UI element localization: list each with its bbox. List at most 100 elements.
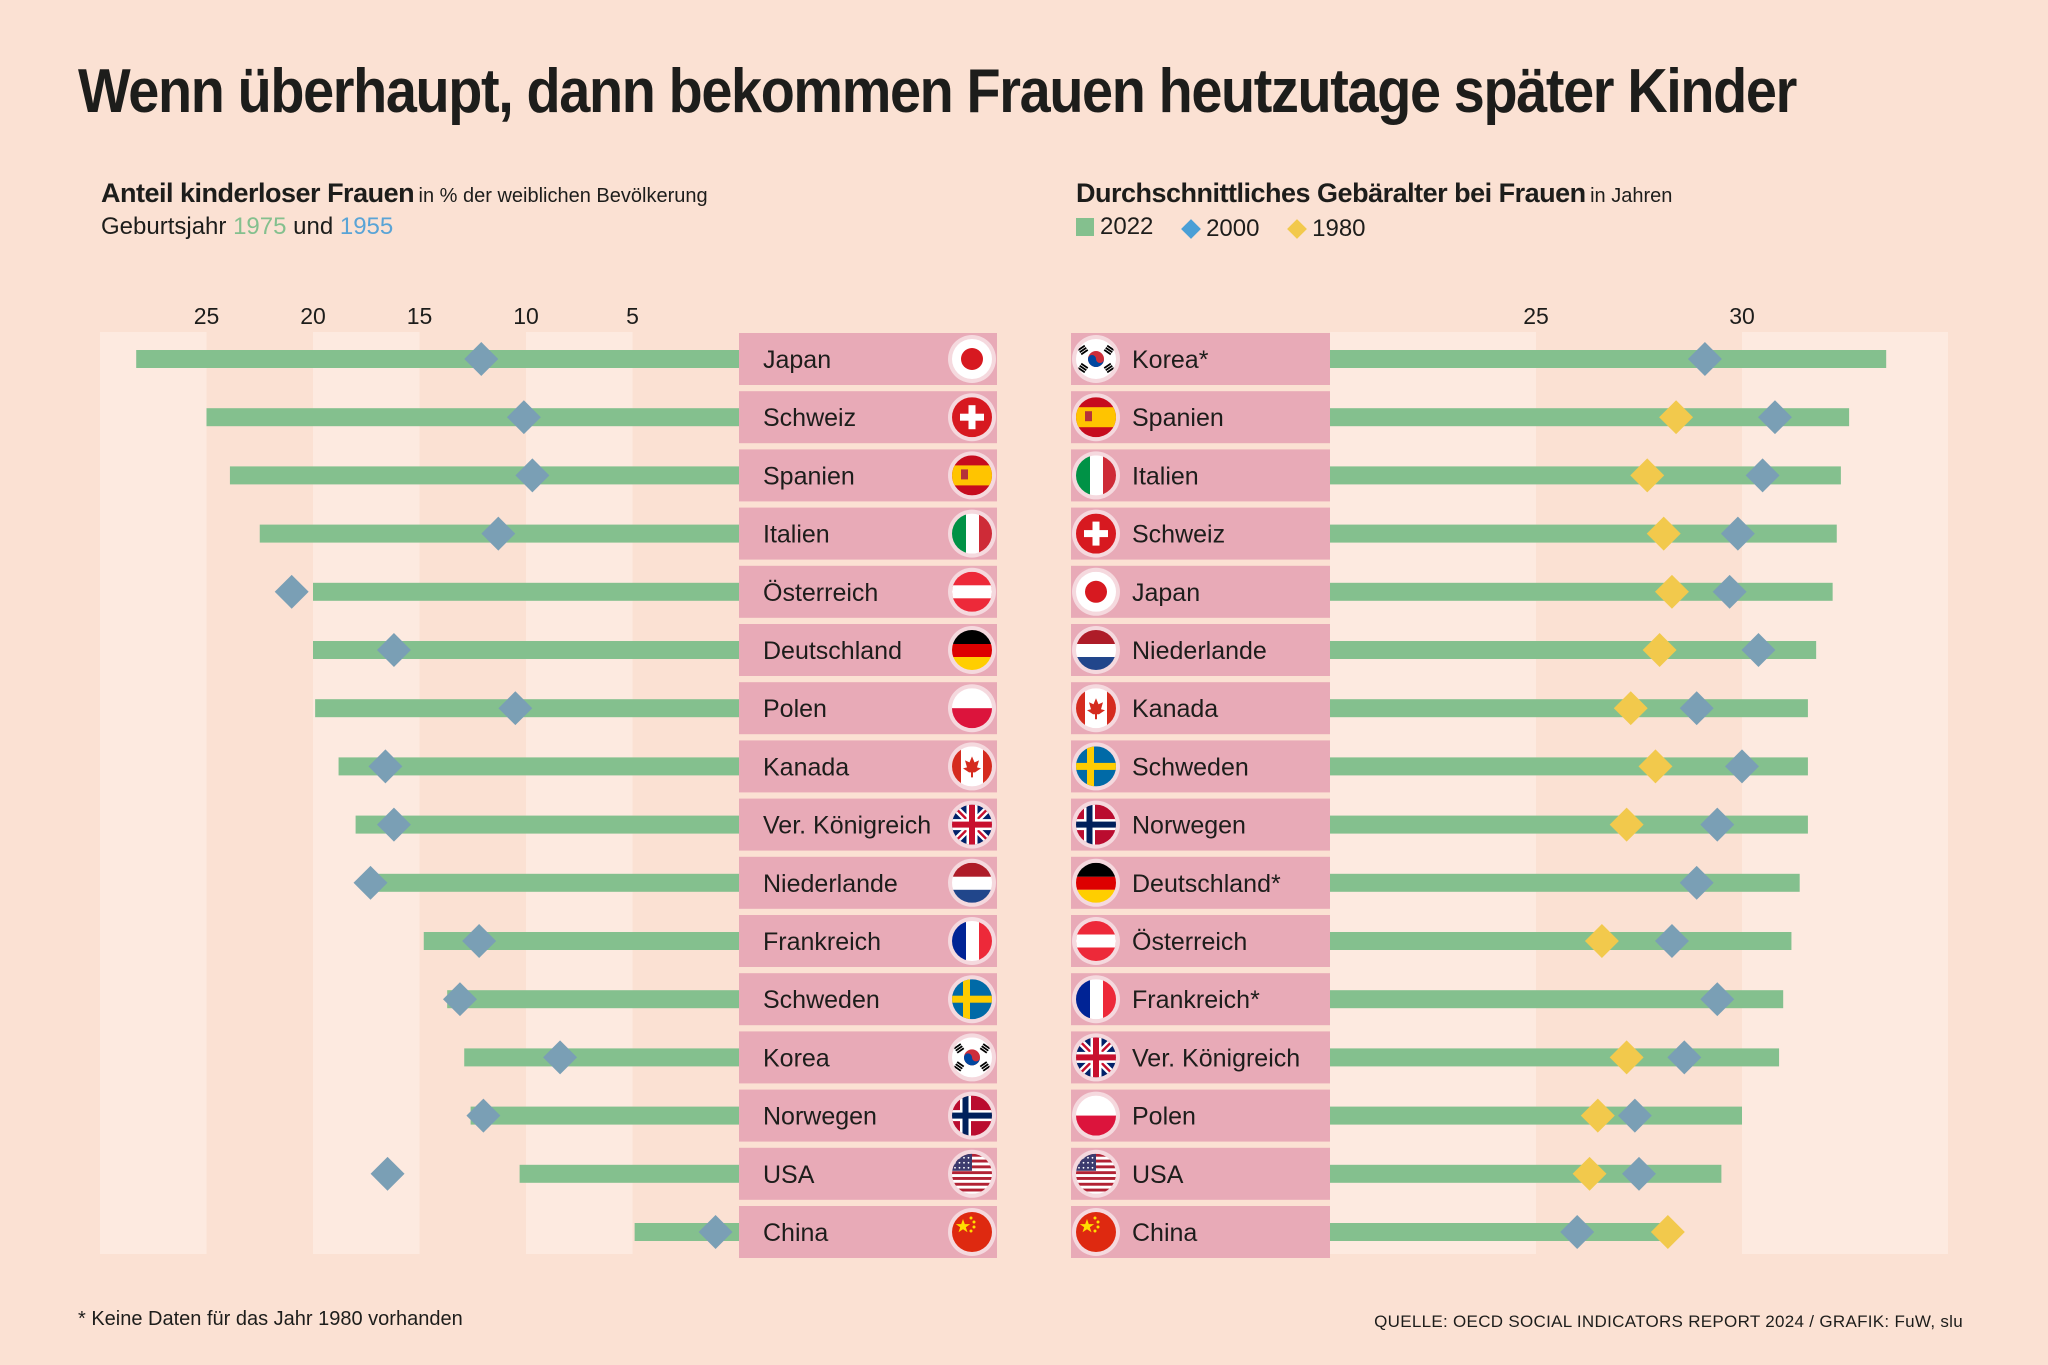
- flag-part: [1076, 657, 1116, 670]
- country-label: Spanien: [1132, 404, 1224, 432]
- flag-part: [1105, 346, 1113, 354]
- flag-part: [1076, 862, 1116, 877]
- flag-inner: [1076, 571, 1116, 612]
- flag-part: [952, 585, 992, 599]
- flag-part: [1091, 1156, 1094, 1159]
- flag-part: [953, 1043, 962, 1050]
- country-label: Frankreich: [763, 928, 881, 956]
- flag-part: [1079, 1219, 1095, 1233]
- flag-inner: [1076, 862, 1116, 903]
- diamond-2000: [1700, 807, 1735, 842]
- flag-inner: [952, 630, 992, 670]
- bar-1975: [470, 1106, 739, 1125]
- grid-band: [206, 332, 313, 1254]
- diamond-1955: [506, 400, 541, 435]
- country-label: Schweiz: [1132, 521, 1225, 549]
- left-chart-title: Anteil kinderloser Frauen: [101, 178, 415, 208]
- ca-flag-icon: [1072, 684, 1120, 733]
- flag-part: [1091, 1161, 1094, 1164]
- flag-inner: [952, 397, 992, 438]
- x-tick-label: 25: [194, 303, 220, 329]
- flag-trigram: [1077, 362, 1089, 374]
- diamond-1980: [1580, 1098, 1615, 1133]
- country-label: Kanada: [763, 753, 849, 781]
- ca-flag-icon: [948, 742, 996, 791]
- square-icon: [1076, 218, 1094, 236]
- us-flag-icon: [1072, 1149, 1120, 1198]
- grid-band: [313, 332, 420, 1254]
- flag-part: [979, 1061, 988, 1068]
- flag-part: [1103, 979, 1116, 1020]
- legend-label-1980: 1980: [1312, 215, 1366, 242]
- diamond-2000: [1687, 342, 1722, 376]
- flag-inner: [952, 862, 992, 903]
- flag-part: [1076, 979, 1090, 1020]
- bar-2022: [1330, 466, 1841, 485]
- country-label: Italien: [763, 521, 830, 549]
- country-label: Ver. Königreich: [763, 812, 931, 840]
- country-label: Schweden: [763, 986, 880, 1014]
- flag-inner: [952, 688, 992, 729]
- country-label: Frankreich*: [1132, 986, 1260, 1014]
- diamond-1980: [1572, 1156, 1607, 1191]
- country-label: Deutschland*: [1132, 870, 1281, 898]
- country-label: Niederlande: [763, 870, 898, 898]
- it-flag-icon: [948, 509, 996, 558]
- diamond-1955: [442, 982, 477, 1017]
- flag-inner: [952, 455, 992, 496]
- bar-1975: [229, 466, 739, 485]
- flag-inner: [1076, 397, 1116, 438]
- flag-inner: [1076, 746, 1116, 787]
- flag-part: [952, 1171, 992, 1175]
- flag-part: [958, 1161, 961, 1164]
- flag-part: [1076, 688, 1085, 729]
- flag-part: [1091, 1166, 1094, 1169]
- diamond-1980: [1609, 1040, 1644, 1075]
- legend-label-2022: 2022: [1100, 213, 1154, 240]
- flag-part: [1093, 1229, 1097, 1233]
- flag-part: [1076, 1171, 1116, 1175]
- flag-part: [1103, 349, 1112, 356]
- diamond-2000: [1654, 924, 1689, 958]
- bar-1975: [136, 350, 739, 368]
- x-tick-label: 5: [626, 303, 639, 329]
- bar-1975: [313, 641, 739, 659]
- legend-item-1980: 1980: [1286, 215, 1366, 243]
- diamond-1955: [498, 691, 533, 726]
- flag-part: [966, 921, 979, 961]
- flag-part: [1084, 530, 1108, 538]
- diamond-1980: [1609, 807, 1644, 842]
- country-label: Korea: [763, 1044, 830, 1072]
- flag-part: [1085, 580, 1107, 603]
- flag-part: [1096, 1220, 1100, 1224]
- flag-part: [1093, 1216, 1097, 1220]
- legend-item-2000: 2000: [1180, 215, 1259, 243]
- flag-part: [1076, 1095, 1116, 1116]
- flag-part: [969, 1229, 973, 1233]
- diamond-1955: [464, 342, 499, 376]
- kr-flag-icon: [948, 1033, 996, 1082]
- country-label: Polen: [1132, 1103, 1196, 1131]
- year-1955-label: 1955: [339, 213, 394, 240]
- diamond-2000: [1617, 1098, 1652, 1133]
- grid-band: [419, 332, 526, 1254]
- flag-trigram: [1077, 344, 1089, 356]
- bar-1975: [423, 932, 739, 950]
- flag-part: [1107, 688, 1116, 729]
- us-flag-icon: [948, 1149, 996, 1198]
- left-chart-header: Anteil kinderloser Frauen in % der weibl…: [101, 178, 708, 241]
- legend-label-2000: 2000: [1206, 215, 1260, 242]
- diamond-1955: [481, 516, 516, 551]
- bar-2022: [1330, 350, 1887, 368]
- flag-trigram: [979, 1043, 991, 1054]
- flag-part: [961, 348, 983, 370]
- at-flag-icon: [1072, 917, 1120, 965]
- diamond-1955: [370, 1156, 405, 1191]
- flag-part: [979, 1047, 988, 1054]
- flag-part: [952, 644, 992, 657]
- flag-part: [1076, 876, 1116, 890]
- source-credit: QUELLE: OECD SOCIAL INDICATORS REPORT 20…: [1374, 1312, 1963, 1331]
- bar-1975: [313, 582, 739, 601]
- bar-1975: [338, 757, 739, 776]
